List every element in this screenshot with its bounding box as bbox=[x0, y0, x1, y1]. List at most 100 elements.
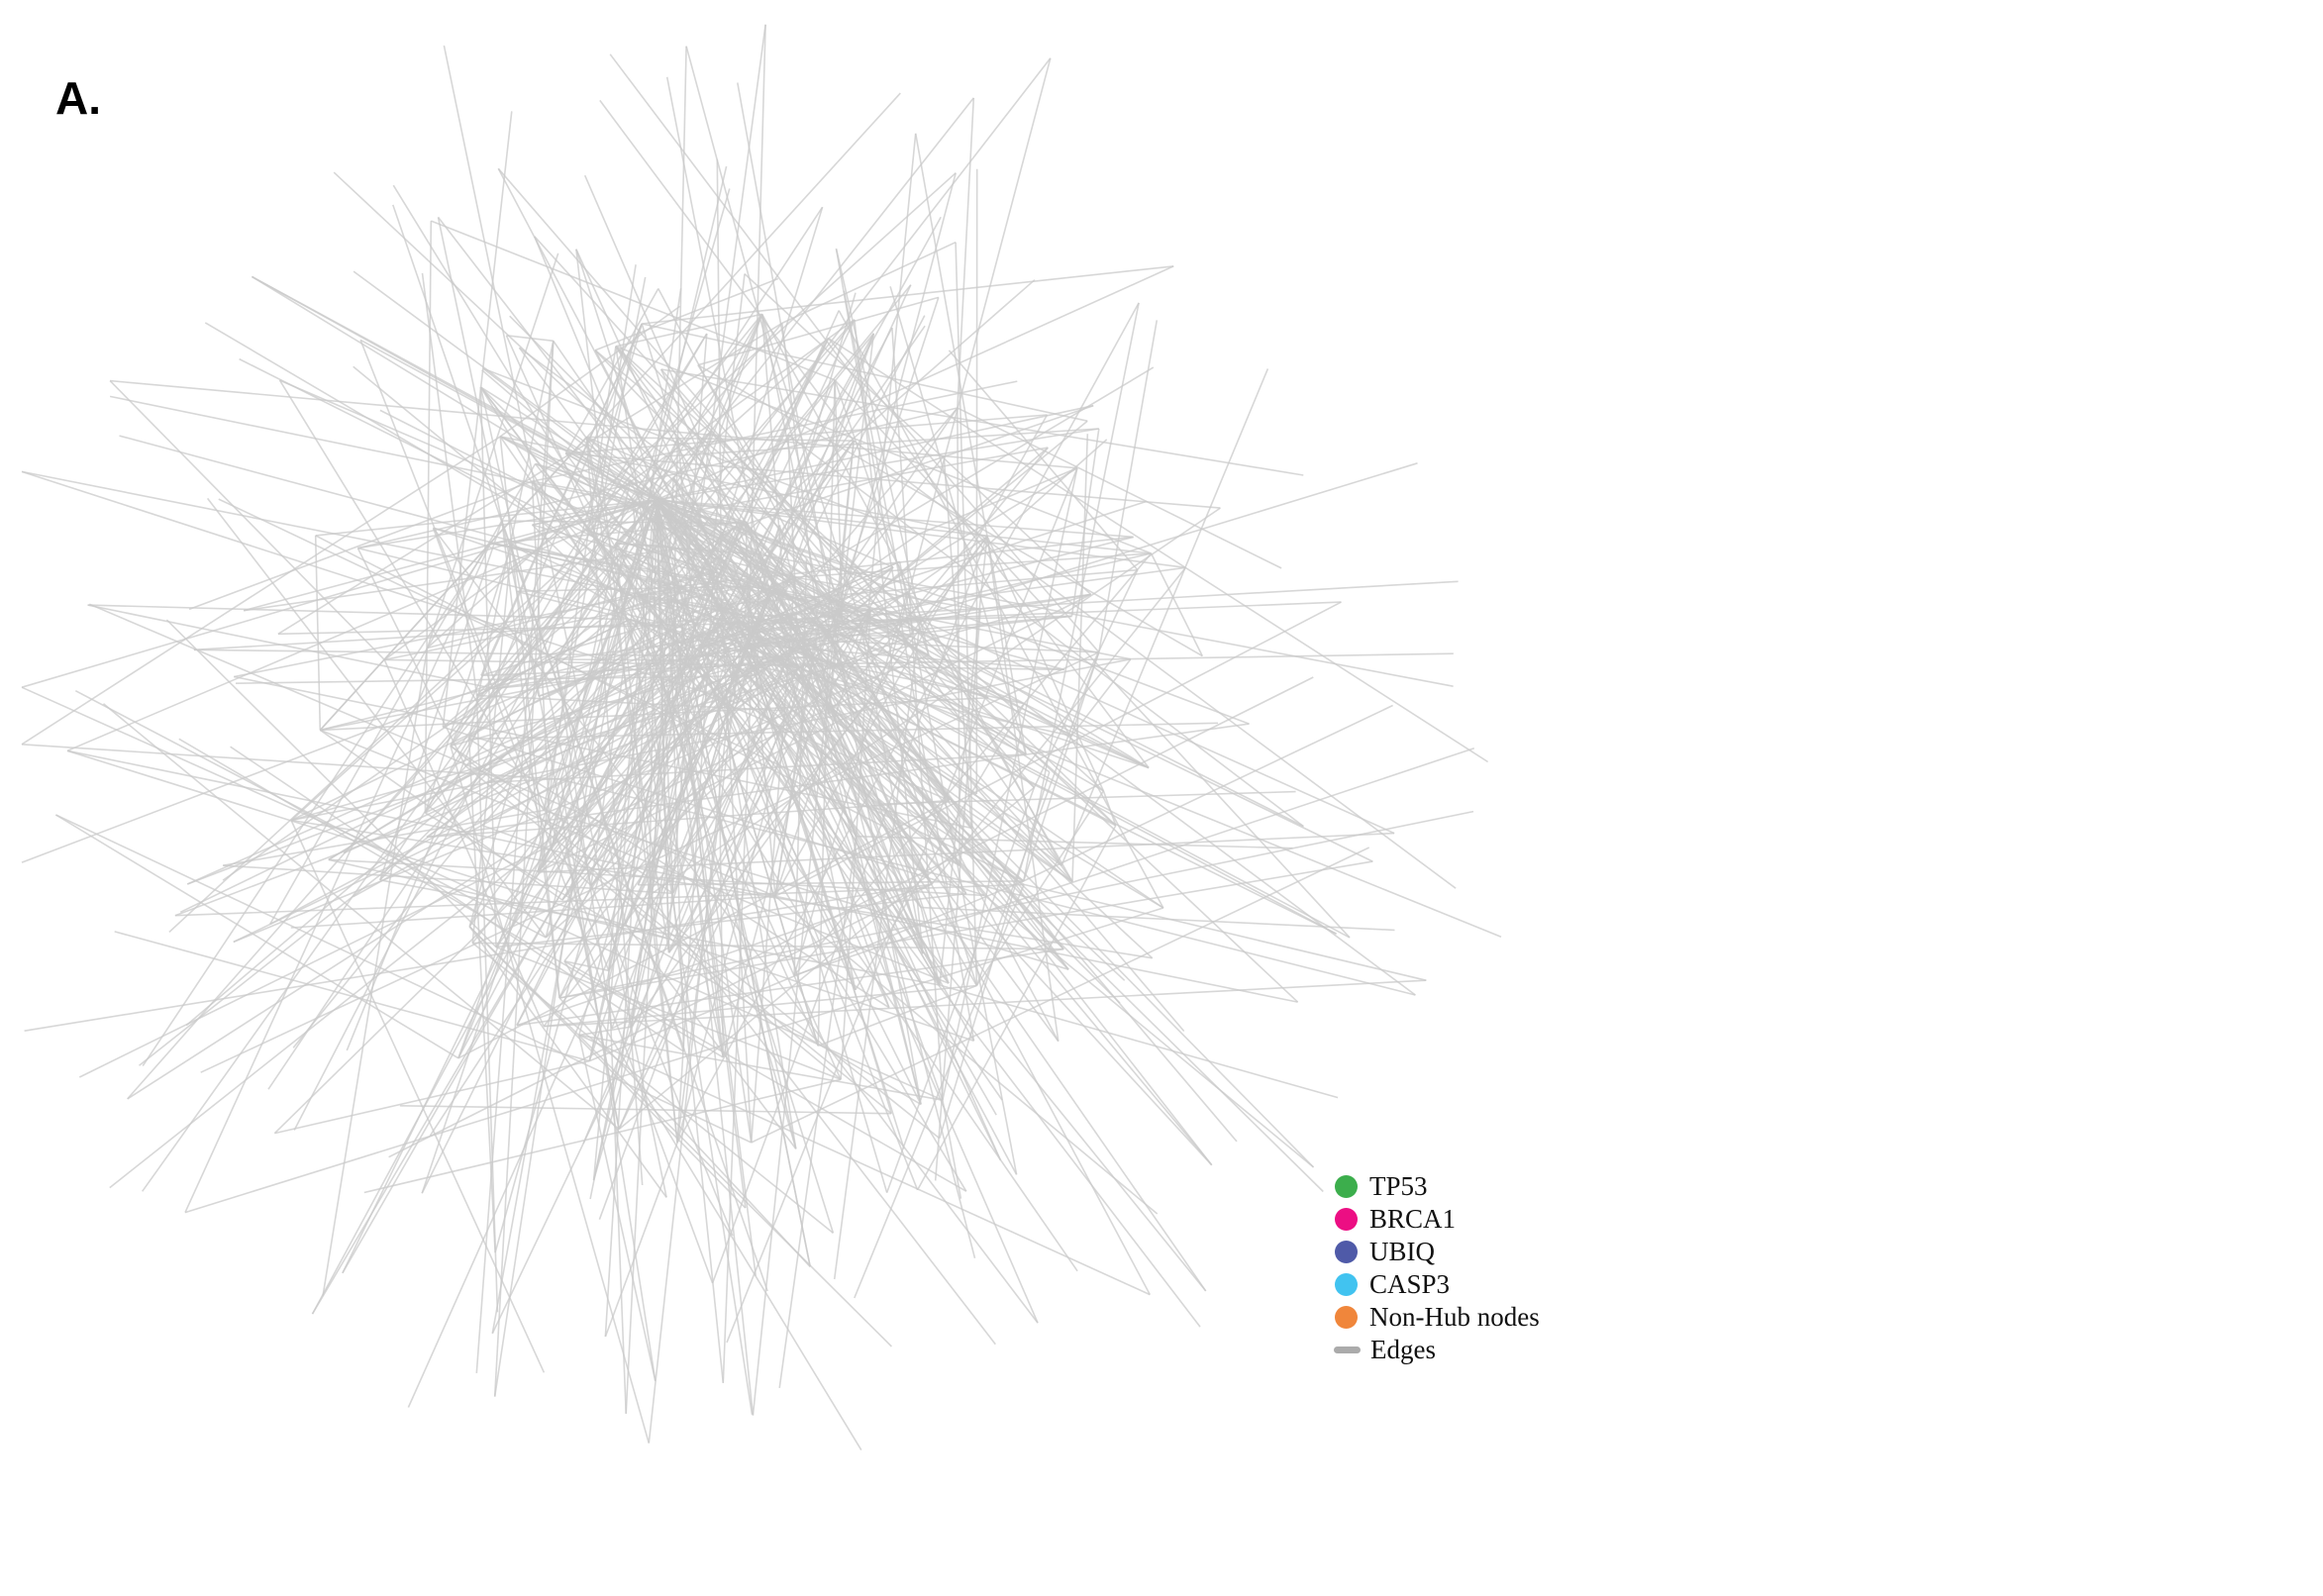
network-edge bbox=[828, 297, 940, 633]
network-edge bbox=[1023, 703, 1416, 996]
network-edge bbox=[565, 414, 1048, 454]
network-edge bbox=[1098, 320, 1159, 652]
network-edge bbox=[920, 619, 1395, 835]
network-edge bbox=[346, 323, 643, 1051]
legend-item-edges: Edges bbox=[1334, 1334, 1540, 1366]
network-edge bbox=[656, 499, 1213, 1166]
network-edge bbox=[495, 892, 966, 948]
network-edge bbox=[450, 745, 674, 894]
network-edge bbox=[518, 347, 634, 501]
network-edge bbox=[622, 499, 657, 611]
network-edge bbox=[493, 341, 555, 1397]
network-edge bbox=[426, 252, 559, 648]
network-edge bbox=[243, 499, 657, 612]
network-edge bbox=[279, 379, 851, 627]
network-edge bbox=[516, 948, 1064, 1027]
network-edge bbox=[534, 236, 713, 432]
network-edge bbox=[719, 624, 739, 704]
network-edge bbox=[585, 437, 725, 1058]
network-edge bbox=[563, 960, 862, 1451]
legend-item-non-hub-nodes: Non-Hub nodes bbox=[1335, 1301, 1540, 1334]
network-edge bbox=[274, 1059, 590, 1135]
network-edge bbox=[749, 615, 1072, 646]
network-edge bbox=[55, 814, 753, 1144]
network-edge bbox=[357, 407, 959, 549]
network-edge bbox=[54, 814, 459, 1059]
network-edge bbox=[555, 658, 633, 1028]
network-edge bbox=[565, 452, 1221, 509]
network-edge bbox=[828, 338, 1489, 763]
network-edge bbox=[491, 609, 625, 1334]
network-edge bbox=[939, 536, 988, 986]
network-edge bbox=[102, 703, 620, 1131]
network-edge bbox=[1023, 704, 1393, 882]
network-edge bbox=[493, 553, 623, 1397]
network-edge bbox=[74, 689, 547, 939]
network-edge bbox=[468, 926, 667, 1198]
network-edge bbox=[353, 270, 784, 590]
network-edge bbox=[543, 276, 647, 811]
network-edge bbox=[607, 683, 673, 971]
network-edge bbox=[556, 658, 680, 661]
network-edge bbox=[558, 997, 811, 1267]
legend-item-casp3: CASP3 bbox=[1335, 1268, 1540, 1301]
network-edge bbox=[21, 658, 556, 863]
network-edge bbox=[109, 566, 894, 1189]
network-edge bbox=[656, 499, 819, 1047]
network-edge bbox=[752, 629, 1324, 1193]
network-edge bbox=[758, 584, 1150, 769]
network-edge bbox=[750, 576, 796, 1144]
network-edge bbox=[957, 97, 975, 409]
network-edge bbox=[615, 346, 725, 1058]
network-edge bbox=[975, 651, 1100, 986]
network-edge bbox=[853, 440, 1457, 889]
network-edge bbox=[424, 544, 513, 814]
network-edge bbox=[656, 499, 811, 1267]
edge-swatch-icon bbox=[1334, 1347, 1361, 1353]
network-edge bbox=[656, 499, 745, 524]
network-edge bbox=[127, 499, 657, 1100]
legend-item-tp53: TP53 bbox=[1335, 1170, 1540, 1203]
network-edge bbox=[1033, 569, 1139, 788]
network-edge bbox=[66, 499, 657, 752]
network-edge bbox=[424, 221, 433, 814]
network-edge bbox=[499, 436, 560, 999]
network-edge bbox=[563, 960, 609, 972]
network-edge bbox=[1070, 428, 1100, 617]
network-edge bbox=[648, 620, 740, 1444]
network-edge bbox=[607, 970, 627, 1414]
network-edge bbox=[292, 333, 874, 1048]
network-edge bbox=[497, 167, 751, 646]
network-edge bbox=[66, 749, 776, 898]
network-edge bbox=[468, 722, 1219, 741]
network-edge bbox=[656, 265, 1174, 501]
network-edge bbox=[656, 499, 950, 984]
network-edge bbox=[748, 24, 766, 643]
network-edge bbox=[667, 680, 886, 953]
network-edge bbox=[697, 364, 1203, 657]
network-edge bbox=[269, 663, 758, 926]
network-edge bbox=[942, 1100, 962, 1199]
network-edge bbox=[615, 346, 1152, 554]
network-edge bbox=[450, 499, 657, 747]
network-edge bbox=[656, 499, 1186, 569]
network-edge bbox=[842, 601, 1342, 623]
network-edge bbox=[432, 527, 1039, 1324]
network-edge bbox=[471, 544, 513, 944]
network-edge bbox=[1022, 302, 1140, 882]
legend-item-label: UBIQ bbox=[1369, 1237, 1435, 1266]
network-edge bbox=[290, 895, 775, 929]
network-edge bbox=[558, 407, 959, 999]
network-edge bbox=[575, 249, 678, 1144]
node-swatch-icon bbox=[1335, 1306, 1358, 1329]
network-edge bbox=[656, 499, 1134, 539]
network-edge bbox=[21, 499, 657, 688]
network-edge bbox=[656, 499, 1207, 1292]
network-edge bbox=[475, 341, 555, 1373]
legend-item-label: BRCA1 bbox=[1369, 1204, 1457, 1234]
network-edge bbox=[656, 499, 808, 658]
network-edge bbox=[142, 455, 667, 1192]
network-edge bbox=[716, 158, 723, 605]
network-edge bbox=[578, 1026, 632, 1037]
legend-item-brca1: BRCA1 bbox=[1335, 1203, 1540, 1236]
